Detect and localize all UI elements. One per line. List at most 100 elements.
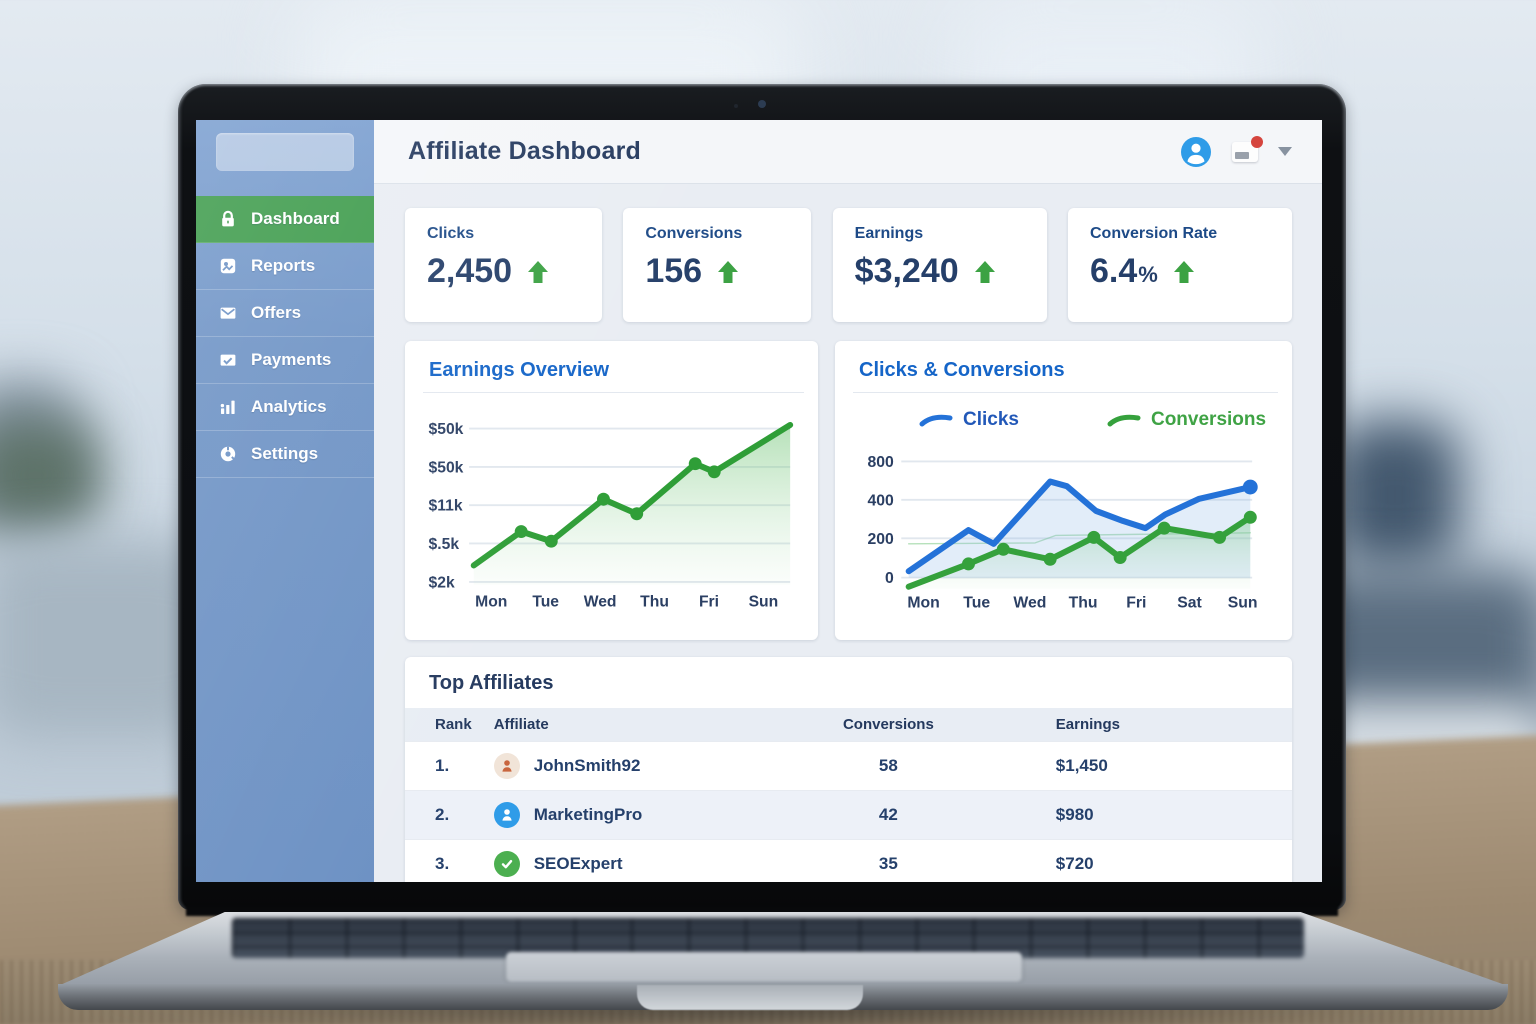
svg-text:$50k: $50k (429, 459, 464, 476)
up-arrow-icon (528, 260, 549, 283)
chart-title: Earnings Overview (423, 355, 804, 393)
sidebar-nav: Dashboard Reports Offers Payments Analyt… (196, 196, 374, 478)
conversions-cell: 35 (878, 854, 898, 873)
svg-text:Mon: Mon (475, 594, 507, 611)
sidebar-item-label: Dashboard (251, 209, 340, 228)
chart-title: Clicks & Conversions (853, 355, 1278, 393)
column-header-conversions: Conversions (842, 716, 934, 733)
charts-row: Earnings Overview $50k $50k $11k $.5k $2k Mon… (405, 341, 1292, 640)
topbar: Affiliate Dashboard (374, 120, 1322, 184)
legend-item-clicks: Clicks (919, 409, 1019, 431)
report-icon (220, 258, 236, 274)
chevron-down-icon[interactable] (1278, 147, 1292, 156)
column-header-affiliate: Affiliate (493, 716, 549, 733)
stat-card-earnings: Earnings $3,240 (832, 208, 1047, 322)
laptop-keyboard (232, 918, 1304, 958)
stat-label: Earnings (854, 225, 924, 242)
sidebar-item-settings[interactable]: Settings (196, 431, 374, 478)
background-chair (1330, 420, 1460, 570)
top-affiliates-table: Rank Affiliate Conversions Earnings 1. J… (405, 708, 1292, 882)
legend-item-conversions: Conversions (1107, 409, 1266, 431)
sidebar-item-label: Offers (251, 303, 302, 322)
conversions-cell: 42 (878, 805, 898, 824)
stat-card-conversions: Conversions 156 (623, 208, 812, 322)
notification-badge (1251, 135, 1263, 148)
svg-text:800: 800 (868, 454, 895, 471)
rank-cell: 1. (435, 756, 450, 775)
table-header-row: Rank Affiliate Conversions Earnings (405, 708, 1292, 742)
webcam-icon (758, 100, 766, 108)
sidebar-item-payments[interactable]: Payments (196, 337, 374, 384)
sidebar-item-analytics[interactable]: Analytics (196, 384, 374, 431)
svg-text:$2k: $2k (429, 574, 455, 591)
sidebar-item-offers[interactable]: Offers (196, 290, 374, 337)
background-plant-shape (0, 420, 100, 530)
svg-text:Wed: Wed (1013, 594, 1046, 611)
notification-icon[interactable] (1232, 135, 1263, 162)
user-avatar-icon[interactable] (1180, 136, 1212, 168)
stat-value: 2,450 (427, 252, 513, 290)
bar-chart-icon (220, 400, 235, 414)
earnings-overview-card: Earnings Overview $50k $50k $11k $.5k $2k Mon… (405, 341, 818, 640)
svg-text:Sun: Sun (749, 594, 779, 611)
up-arrow-icon (1173, 260, 1194, 283)
table-row[interactable]: 2. MarketingPro 42 $980 (405, 790, 1292, 840)
svg-text:0: 0 (885, 570, 894, 587)
svg-text:$.5k: $.5k (429, 536, 460, 553)
sidebar-item-label: Payments (251, 350, 332, 369)
person-blue-icon (493, 802, 520, 828)
conversions-cell: 58 (878, 756, 898, 775)
logo-placeholder (216, 133, 354, 171)
earnings-cell: $720 (1055, 854, 1094, 873)
clicks-line-swatch-icon (919, 414, 953, 427)
stat-label: Conversion Rate (1089, 225, 1218, 242)
svg-text:Mon: Mon (907, 594, 939, 611)
check-green-icon (493, 851, 520, 877)
table-row[interactable]: 3. SEOExpert 35 $720 (405, 839, 1292, 883)
dashboard-content: Clicks 2,450 Conversions 156 Earnings $3… (374, 184, 1322, 882)
clicks-conversions-card: Clicks & Conversions Clicks Conversions (835, 341, 1292, 640)
laptop-hinge (186, 906, 1338, 916)
up-arrow-icon (974, 260, 995, 283)
stat-label: Conversions (645, 225, 743, 242)
gear-icon (220, 446, 236, 462)
topbar-actions (1180, 135, 1292, 168)
stat-label: Clicks (427, 225, 475, 242)
sidebar-item-label: Settings (251, 444, 319, 463)
earnings-area-chart: $50k $50k $11k $.5k $2k Mon Tue Wed Thu Fri Sun (429, 421, 794, 611)
svg-text:400: 400 (868, 492, 895, 509)
laptop-trackpad (506, 952, 1022, 982)
svg-text:Tue: Tue (963, 594, 990, 611)
sidebar: Dashboard Reports Offers Payments Analyt… (196, 120, 374, 882)
svg-text:Sat: Sat (1177, 594, 1202, 611)
svg-text:Fri: Fri (1126, 594, 1146, 611)
affiliate-name: MarketingPro (533, 805, 643, 824)
svg-text:$50k: $50k (429, 421, 464, 438)
table-title: Top Affiliates (429, 672, 554, 694)
stat-value: 6.4% (1089, 252, 1158, 290)
stat-value: $3,240 (854, 252, 959, 290)
page-title: Affiliate Dashboard (408, 137, 641, 165)
stats-row: Clicks 2,450 Conversions 156 Earnings $3… (405, 208, 1292, 322)
main-panel: Affiliate Dashboard Clicks 2,45 (374, 120, 1322, 882)
clicks-conversions-line-chart: 800 400 200 0 Mon Tue Wed Thu Fri Sat Sun (868, 454, 1258, 611)
rank-cell: 3. (435, 854, 450, 873)
sidebar-item-dashboard[interactable]: Dashboard (196, 196, 374, 243)
laptop-screen: Dashboard Reports Offers Payments Analyt… (196, 120, 1322, 882)
svg-text:Tue: Tue (532, 594, 559, 611)
sidebar-item-reports[interactable]: Reports (196, 243, 374, 290)
notification-bar (1235, 151, 1249, 159)
svg-text:Wed: Wed (584, 594, 617, 611)
conversions-line-swatch-icon (1107, 414, 1141, 427)
svg-text:Sun: Sun (1228, 594, 1258, 611)
rank-cell: 2. (435, 805, 450, 824)
lock-icon (222, 210, 234, 227)
stat-card-clicks: Clicks 2,450 (405, 208, 602, 322)
sidebar-item-label: Reports (251, 256, 316, 275)
top-affiliates-card: Top Affiliates Rank Affiliate Conversion… (405, 657, 1292, 882)
sidebar-item-label: Analytics (251, 397, 327, 416)
table-row[interactable]: 1. JohnSmith92 58 $1,450 (405, 741, 1292, 791)
stat-card-conversion-rate: Conversion Rate 6.4% (1067, 208, 1292, 322)
up-arrow-icon (718, 260, 739, 283)
laptop-lid-notch (637, 985, 863, 1010)
